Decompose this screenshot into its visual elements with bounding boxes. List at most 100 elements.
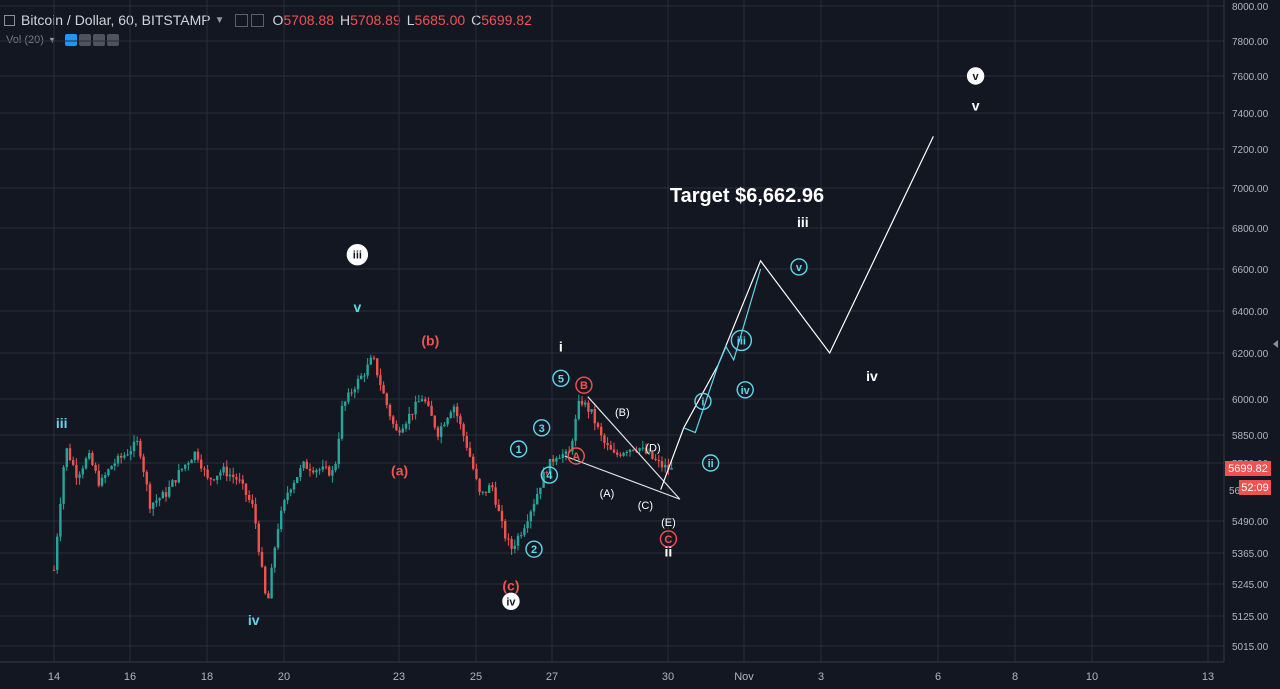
- candle-body: [129, 451, 132, 455]
- candle-body: [244, 483, 248, 495]
- settings-icon[interactable]: [234, 13, 248, 27]
- wave-label-circle: [966, 67, 985, 85]
- candle-body: [619, 454, 622, 456]
- last-price-badge: [1225, 461, 1271, 476]
- candle-body: [254, 504, 257, 524]
- candle-body: [123, 455, 126, 458]
- close-series-icon[interactable]: [250, 13, 264, 27]
- candle-body: [65, 448, 68, 468]
- candle-body: [88, 453, 91, 459]
- candle-body: [395, 423, 398, 431]
- price-tick-label: 5245.00: [1232, 580, 1269, 591]
- candle-body: [305, 461, 308, 469]
- symbol-title[interactable]: Bitcoin / Dollar, 60, BITSTAMP: [21, 12, 211, 28]
- candle-body: [452, 406, 456, 413]
- candle-body: [641, 447, 644, 449]
- candle-body: [196, 451, 200, 460]
- candle-body: [81, 468, 84, 475]
- wave-label-circle: [525, 540, 543, 558]
- wave-label: v: [973, 71, 980, 83]
- volume-label[interactable]: Vol (20): [6, 34, 44, 46]
- candle-body: [260, 552, 264, 567]
- chart-grid: [0, 0, 1224, 662]
- wave-label-circle: [790, 258, 808, 276]
- wave-label-circle: [552, 369, 570, 387]
- candle-body: [344, 401, 347, 406]
- time-tick-label: 8: [1012, 671, 1018, 683]
- price-tick-label: 5125.00: [1232, 612, 1269, 623]
- candle-body: [171, 480, 174, 487]
- wave-label-circle: [736, 381, 754, 399]
- collapse-toggle-icon[interactable]: [4, 14, 15, 26]
- time-tick-label: 23: [393, 671, 405, 683]
- candle-body: [478, 478, 481, 493]
- candle-body: [174, 480, 177, 483]
- candle-body: [500, 510, 504, 522]
- price-tick-label: 5365.00: [1232, 549, 1269, 560]
- close-icon[interactable]: [92, 34, 105, 46]
- wave-label: ii: [665, 544, 673, 560]
- wave-label: (c): [502, 577, 519, 593]
- wave-label: (a): [391, 462, 408, 478]
- countdown-text: 52:09: [1241, 482, 1269, 494]
- wave-label: (b): [421, 332, 439, 348]
- candle-body: [91, 453, 94, 465]
- time-axis[interactable]: [0, 662, 1280, 689]
- candle-body: [360, 375, 363, 380]
- price-axis[interactable]: [1224, 0, 1280, 662]
- price-tick-label: 7000.00: [1232, 184, 1269, 195]
- candle-body: [248, 494, 251, 500]
- candle-body: [379, 375, 382, 386]
- time-tick-label: 18: [201, 671, 213, 683]
- candle-body: [660, 461, 664, 468]
- candle-body: [241, 479, 244, 484]
- candle-body: [356, 379, 360, 390]
- candle-body: [152, 502, 155, 509]
- candle-body: [654, 458, 657, 460]
- candle-body: [622, 452, 625, 456]
- wave-label: iv: [506, 596, 516, 608]
- candle-body: [430, 405, 433, 416]
- candle-body: [289, 489, 292, 493]
- candle-body: [628, 449, 632, 452]
- axis-expand-icon[interactable]: [1273, 340, 1278, 348]
- candle-body: [270, 567, 273, 599]
- candle-body: [545, 471, 548, 474]
- candle-body: [609, 445, 612, 450]
- candle-body: [600, 426, 603, 436]
- wave-label: iii: [56, 415, 68, 431]
- candle-body: [225, 466, 228, 477]
- candle-body: [523, 528, 526, 536]
- candle-body: [468, 447, 472, 457]
- candle-body: [318, 469, 321, 471]
- candle-body: [203, 468, 206, 470]
- wave-label-circle: [694, 392, 712, 411]
- candle-body: [459, 416, 462, 425]
- candle-body: [222, 466, 225, 473]
- wave-label: C: [664, 534, 672, 546]
- candle-body: [571, 440, 574, 452]
- time-tick-label: 6: [935, 671, 941, 683]
- candle-body: [299, 468, 302, 478]
- time-tick-label: 27: [546, 671, 558, 683]
- eye-icon[interactable]: [64, 34, 77, 46]
- more-icon[interactable]: [106, 34, 119, 46]
- price-tick-label: 7800.00: [1232, 37, 1269, 48]
- candle-body: [206, 469, 209, 478]
- gear-icon[interactable]: [78, 34, 91, 46]
- candle-body: [158, 498, 161, 501]
- symbol-chevron-down-icon[interactable]: ▼: [214, 14, 225, 26]
- wave-label: iii: [737, 335, 746, 347]
- candle-body: [612, 449, 616, 453]
- wave-label: iv: [741, 385, 751, 397]
- candle-body: [155, 500, 158, 503]
- volume-chevron-down-icon[interactable]: ▼: [47, 35, 57, 45]
- candle-body: [513, 545, 516, 549]
- candle-body: [193, 451, 196, 461]
- wave-label-circle: [532, 419, 551, 437]
- symbol-header: Bitcoin / Dollar, 60, BITSTAMP ▼ O 5708.8…: [4, 11, 532, 29]
- candle-body: [472, 456, 475, 469]
- candle-body: [334, 463, 337, 471]
- triangle-trendline: [564, 455, 681, 500]
